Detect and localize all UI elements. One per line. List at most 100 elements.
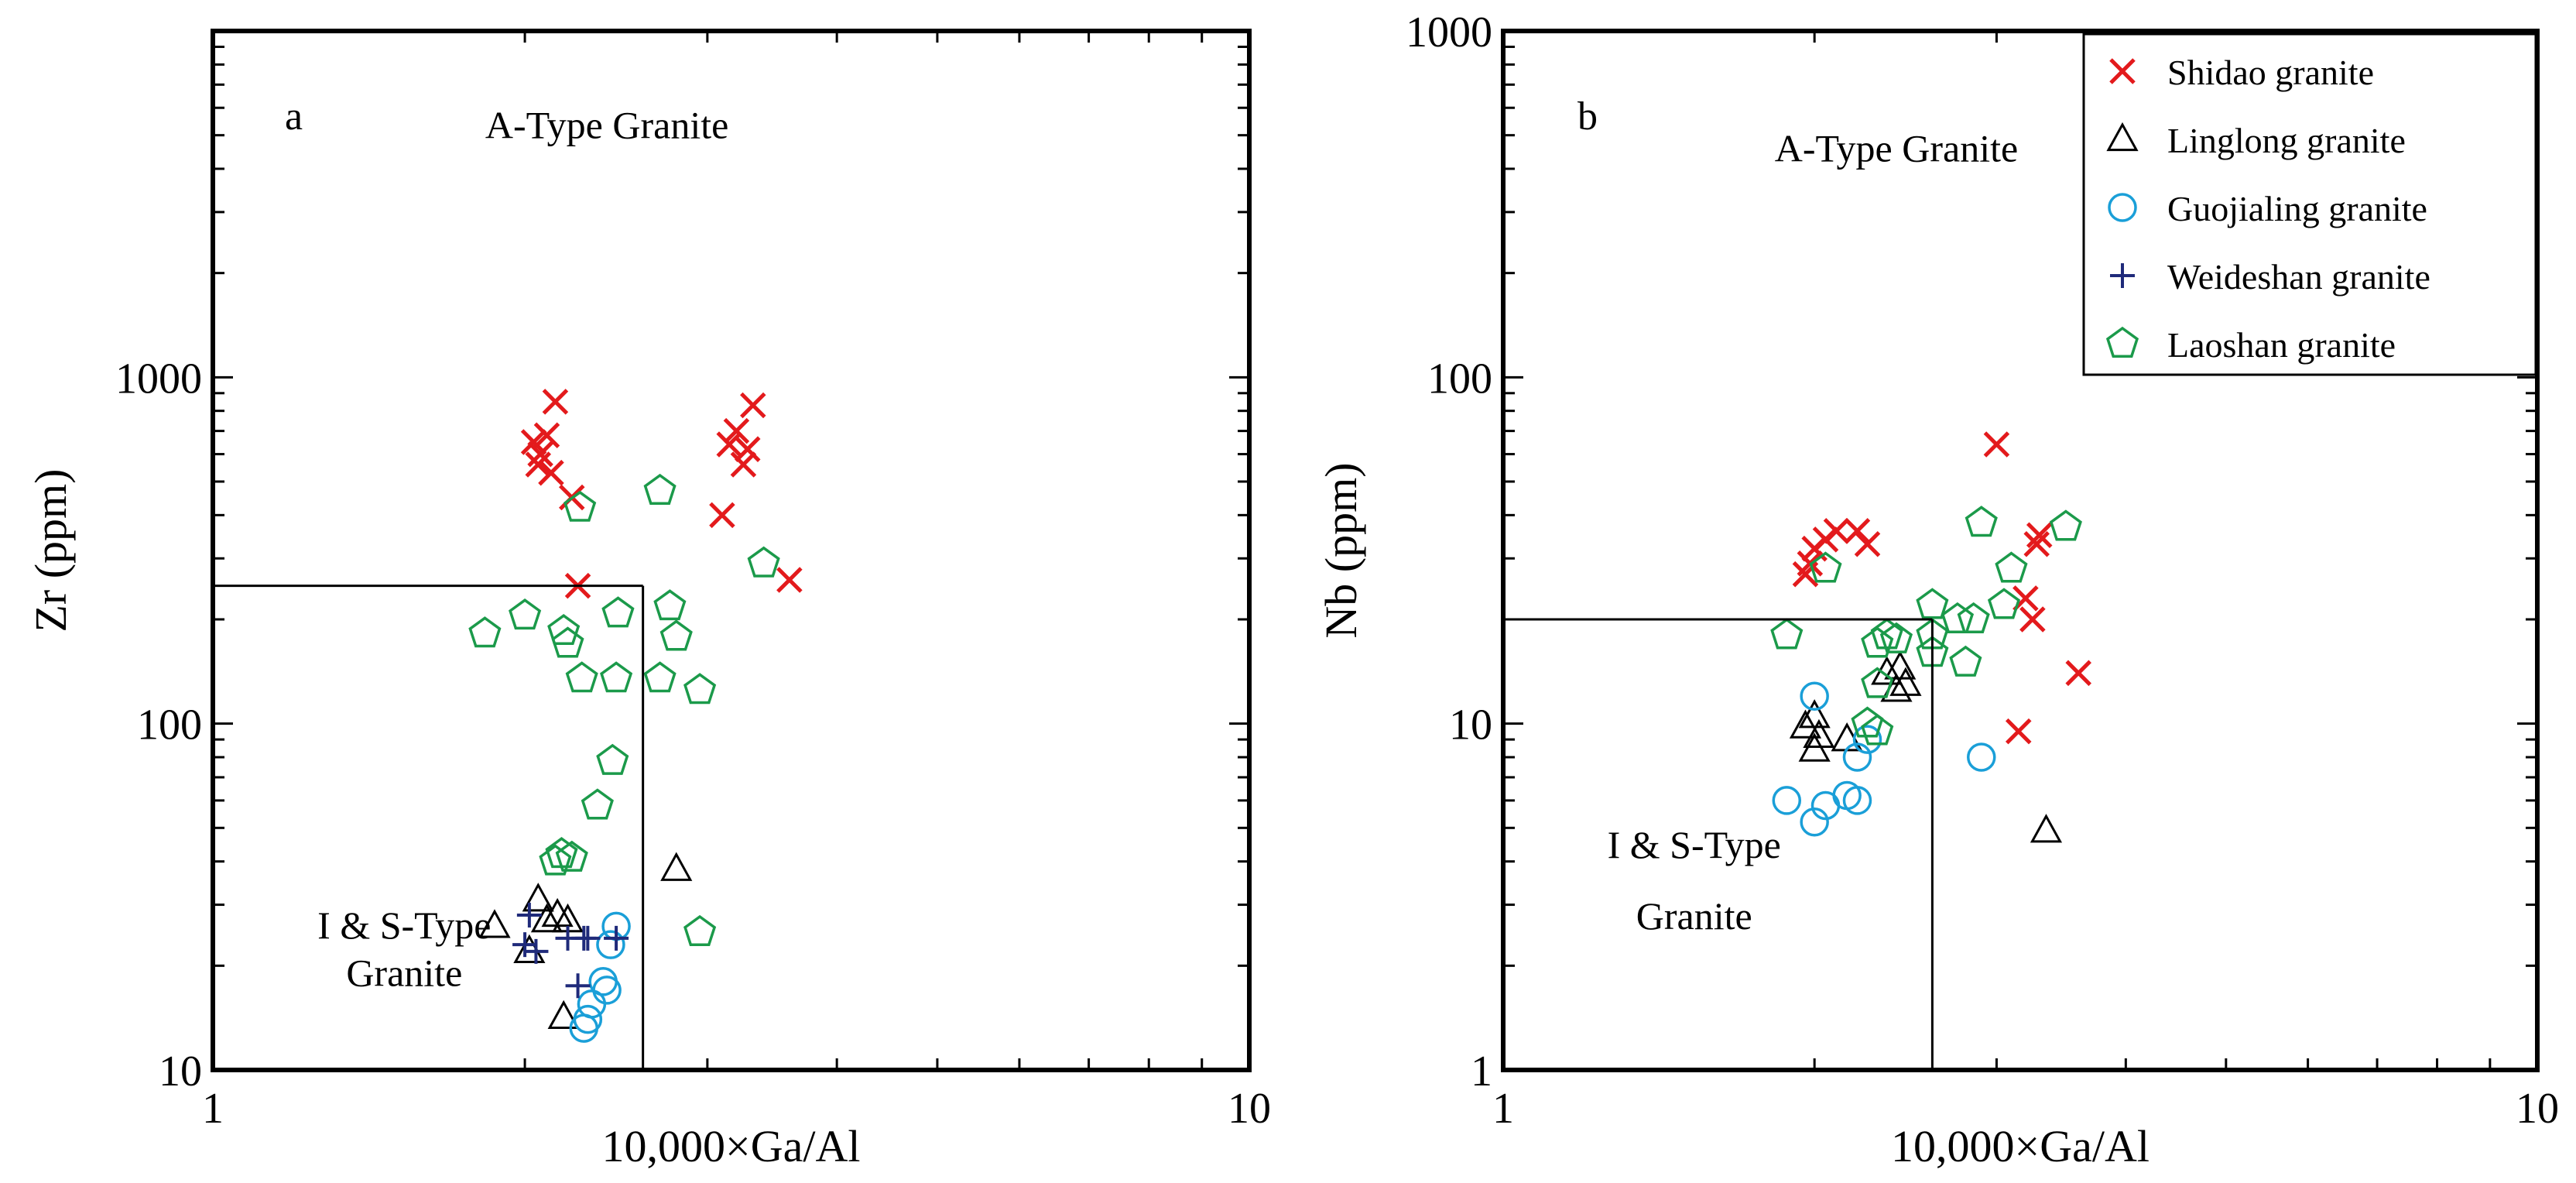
data-point-laoshan-granite (1949, 645, 1982, 677)
panel-b-y-axis-label: Nb (ppm) (1316, 462, 1366, 638)
data-point-shidao-granite (2019, 606, 2046, 633)
data-point-laoshan-granite (747, 546, 780, 578)
data-point-laoshan-granite (643, 661, 677, 693)
panel-b-region-labels: A-Type Granite I & S-Type Granite (1608, 127, 2019, 938)
data-point-laoshan-granite (564, 490, 597, 522)
data-point-guojialing-granite (1852, 725, 1882, 754)
data-point-guojialing-granite (1800, 681, 1829, 711)
panel-b: 1 10 1 10 100 1000 A-Type Granite I & S-Type Gr… (1316, 9, 2559, 1171)
data-point-shidao-granite (525, 451, 552, 478)
region-label: Granite (1636, 894, 1752, 938)
data-point-guojialing-granite (588, 967, 618, 996)
panel-a-y-axis-label: Zr (ppm) (26, 469, 76, 633)
legend-label-linglong-granite: Linglong granite (2167, 121, 2406, 160)
data-point-shidao-granite (2023, 530, 2050, 557)
data-point-linglong-granite (1798, 732, 1831, 762)
panel-a-frame (211, 29, 1252, 1072)
region-label: A-Type Granite (485, 104, 728, 147)
data-point-weideshan-granite (565, 973, 591, 999)
legend-items: Shidao granite Linglong granite Guojialing… (2105, 53, 2430, 365)
data-point-guojialing-granite (569, 1013, 599, 1043)
x-tick-label: 1 (1492, 1085, 1514, 1133)
y-tick-label: 1 (1471, 1048, 1492, 1096)
region-label: I & S-Type (1608, 823, 1781, 866)
panel-b-points (1770, 431, 2091, 843)
panel-a-ticks (211, 31, 1249, 1072)
data-point-laoshan-granite (2049, 509, 2082, 541)
region-label: Granite (346, 951, 462, 994)
data-point-laoshan-granite (1861, 626, 1894, 658)
legend-marker-laoshan-granite (2105, 326, 2139, 358)
data-point-shidao-granite (1854, 530, 1881, 557)
x-tick-label: 10 (2516, 1085, 2559, 1133)
data-point-laoshan-granite (1861, 714, 1894, 746)
data-point-linglong-granite (478, 909, 511, 938)
data-point-laoshan-granite (547, 614, 581, 646)
data-point-laoshan-granite (565, 661, 598, 693)
data-point-linglong-granite (547, 1000, 580, 1030)
y-tick-label: 10 (1449, 701, 1492, 749)
panel-b-tick-labels: 1 10 1 10 100 1000 (1406, 9, 2559, 1133)
data-point-guojialing-granite (596, 930, 625, 959)
data-point-laoshan-granite (683, 673, 717, 705)
data-point-laoshan-granite (551, 626, 584, 658)
legend-marker-weideshan-granite (2110, 263, 2135, 288)
legend-marker-shidao-granite (2109, 58, 2136, 84)
data-point-shidao-granite (1823, 518, 1850, 544)
data-point-linglong-granite (513, 934, 546, 963)
data-point-laoshan-granite (468, 616, 502, 648)
data-point-shidao-granite (538, 459, 564, 486)
data-point-guojialing-granite (1842, 742, 1872, 772)
data-point-linglong-granite (1871, 656, 1903, 685)
data-point-guojialing-granite (1772, 786, 1802, 815)
data-point-weideshan-granite (604, 925, 629, 951)
data-point-linglong-granite (1789, 709, 1822, 739)
legend-marker-linglong-granite (2106, 122, 2139, 152)
data-point-shidao-granite (542, 389, 569, 415)
data-point-laoshan-granite (600, 661, 633, 693)
data-point-weideshan-granite (575, 925, 601, 951)
data-point-laoshan-granite (555, 840, 588, 872)
region-label: A-Type Granite (1775, 127, 2018, 170)
data-point-shidao-granite (527, 441, 553, 468)
data-point-weideshan-granite (523, 938, 549, 964)
data-point-linglong-granite (1889, 667, 1922, 696)
data-point-laoshan-granite (1809, 551, 1842, 583)
data-point-guojialing-granite (1800, 807, 1829, 837)
data-point-laoshan-granite (539, 844, 572, 876)
data-point-laoshan-granite (1916, 588, 1949, 619)
data-point-shidao-granite (740, 392, 766, 419)
data-point-laoshan-granite (1957, 602, 1990, 633)
data-point-laoshan-granite (1965, 506, 1998, 537)
data-point-shidao-granite (730, 451, 757, 478)
data-point-weideshan-granite (516, 902, 542, 928)
legend-box (2082, 33, 2537, 376)
data-point-laoshan-granite (601, 596, 635, 628)
data-point-laoshan-granite (509, 598, 542, 630)
legend-label-laoshan-granite: Laoshan granite (2167, 325, 2396, 365)
panel-b-label: b (1577, 94, 1598, 139)
legend-marker-guojialing-granite (2108, 193, 2137, 222)
data-point-guojialing-granite (1967, 742, 1996, 772)
data-point-shidao-granite (709, 502, 735, 529)
x-tick-label: 1 (202, 1085, 224, 1133)
data-point-shidao-granite (2026, 522, 2053, 549)
data-point-laoshan-granite (1861, 667, 1894, 698)
data-point-shidao-granite (776, 567, 803, 593)
data-point-linglong-granite (1803, 718, 1835, 749)
y-tick-label: 100 (137, 701, 202, 749)
y-tick-label: 10 (159, 1048, 202, 1096)
data-point-laoshan-granite (643, 473, 677, 505)
data-point-shidao-granite (2065, 660, 2091, 687)
panel-b-frame (1501, 29, 2540, 1072)
legend: Shidao granite Linglong granite Guojialing… (2082, 33, 2537, 376)
legend-label-weideshan-granite: Weideshan granite (2167, 257, 2430, 297)
data-point-weideshan-granite (512, 932, 538, 958)
region-label: I & S-Type (317, 904, 491, 947)
panel-b-x-axis-label: 10,000×Ga/Al (1891, 1121, 2150, 1171)
data-point-laoshan-granite (659, 619, 693, 651)
data-point-shidao-granite (1983, 431, 2010, 458)
